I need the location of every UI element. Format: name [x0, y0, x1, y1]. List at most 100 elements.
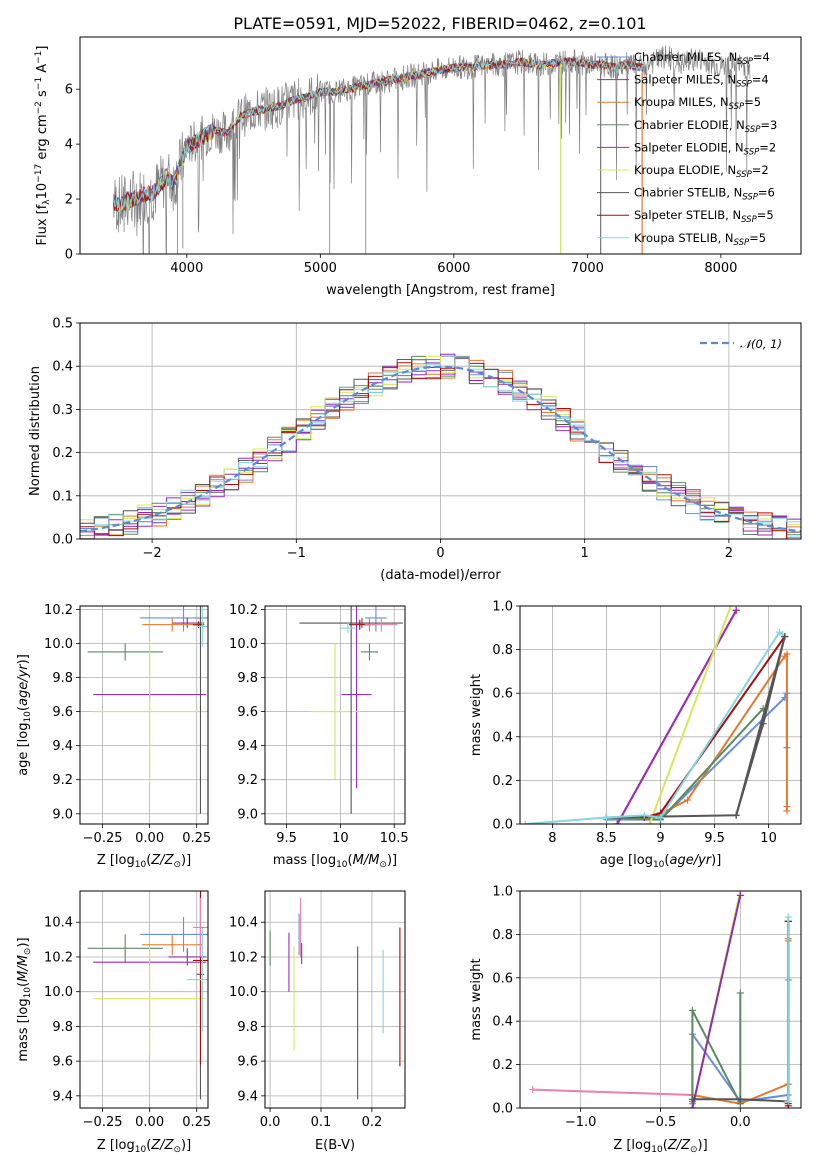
massweight-vs-Z-plot-area — [529, 891, 792, 1108]
x-tick-label: 0.0 — [260, 1115, 281, 1130]
legend-name: Kroupa MILES, N — [634, 95, 729, 109]
legend-label: 𝒩(0, 1) — [740, 337, 782, 351]
label-part: ⊙ — [173, 1145, 181, 1155]
y-tick-label: 9.4 — [237, 739, 258, 754]
age-vs-Z-plot-area — [87, 606, 208, 814]
massweight-vs-Z-panel: −1.0 −0.5 0.0 0.0 0.2 0.4 0.6 0.8 1.0 Z [log10(Z/… — [469, 885, 802, 1155]
legend-count: =2 — [752, 163, 769, 177]
legend-label: Salpeter ELODIE, NSSP=2 — [634, 140, 776, 157]
mass-weight-series — [648, 606, 732, 824]
mass-vs-EBV-plot-area — [269, 897, 401, 1100]
y-tick-label: 0.5 — [52, 317, 73, 332]
y-tick-label: 10.0 — [44, 637, 73, 652]
y-tick-label: 10.2 — [229, 603, 258, 618]
label-part: Z/Z — [150, 1138, 174, 1153]
x-tick-label: 9.5 — [276, 831, 297, 846]
x-tick-label: 8 — [548, 831, 556, 846]
label-part: 10 — [23, 711, 33, 723]
x-tick-label: 0.00 — [135, 1115, 164, 1130]
legend-label: Kroupa ELODIE, NSSP=2 — [634, 163, 769, 180]
y-tick-label: 9.8 — [237, 1020, 258, 1035]
figure-title: PLATE=0591, MJD=52022, FIBERID=0462, z=0… — [233, 14, 646, 33]
legend-count: =5 — [757, 208, 774, 222]
y-tick-label: 9.6 — [237, 1055, 258, 1070]
label-part: 10 — [135, 1145, 147, 1155]
massweight-vs-age-plot-area — [521, 606, 791, 824]
label-part: )] — [181, 853, 191, 868]
y-tick-label: 6 — [65, 83, 73, 98]
model-spectrum — [112, 57, 644, 215]
label-part: ( — [146, 853, 151, 868]
model-spectrum — [112, 56, 644, 213]
x-axis-label: mass [log10(M/M⊙)] — [273, 853, 397, 870]
label-part: )] — [16, 937, 31, 947]
legend-name: Kroupa STELIB, N — [634, 231, 734, 245]
x-tick-label: 10 — [332, 831, 349, 846]
label-part: mass [log — [273, 853, 336, 868]
y-tick-label: 10.0 — [229, 637, 258, 652]
x-tick-label: 0.0 — [730, 1115, 751, 1130]
x-tick-label: 10.5 — [380, 831, 409, 846]
y-tick-label: 9.0 — [52, 807, 73, 822]
label-part: ( — [664, 853, 669, 868]
x-tick-label: 8000 — [704, 261, 737, 276]
x-tick-label: 8.5 — [596, 831, 617, 846]
residuals-panel: −2 −1 0 1 2 0.0 0.1 0.2 0.3 0.4 0.5 𝒩(0, 1) (data-mo… — [28, 317, 802, 583]
x-tick-label: −0.5 — [645, 1115, 677, 1130]
legend-sub: SSP — [744, 147, 760, 157]
y-tick-label: 0.0 — [52, 533, 73, 548]
label-part: )] — [711, 853, 721, 868]
legend-label: Chabrier ELODIE, NSSP=3 — [634, 118, 777, 135]
x-tick-label: 7000 — [571, 261, 604, 276]
histogram-series — [80, 355, 801, 539]
label-part: )] — [387, 853, 397, 868]
axes-frame — [519, 605, 802, 825]
label-part: mass [log — [16, 998, 31, 1061]
model-spectrum — [112, 56, 644, 214]
label-part: age [log — [16, 723, 31, 776]
mass-vs-EBV-panel: 0.0 0.1 0.2 9.4 9.6 9.8 10.0 10.2 10.4 E(B-V) — [229, 890, 406, 1153]
legend-label: Kroupa STELIB, NSSP=5 — [634, 231, 766, 248]
label-part: 10 — [35, 183, 50, 200]
legend-name: Chabrier MILES, N — [634, 50, 737, 64]
x-tick-label: 5000 — [304, 261, 337, 276]
axes-frame — [79, 890, 209, 1109]
x-axis-label: wavelength [Angstrom, rest frame] — [326, 283, 555, 298]
y-tick-label: 10.0 — [229, 985, 258, 1000]
legend-count: =4 — [752, 73, 769, 87]
x-tick-label: 4000 — [170, 261, 203, 276]
x-axis-label: age [log10(age/yr)] — [600, 853, 722, 870]
legend-label: Chabrier MILES, NSSP=4 — [634, 50, 770, 67]
label-part: E(B-V) — [315, 1138, 355, 1153]
label-part: 10 — [336, 860, 348, 870]
x-tick-label: −2 — [143, 546, 162, 561]
label-part: −2 — [34, 101, 44, 114]
legend-sub: SSP — [729, 102, 745, 112]
label-part: ⊙ — [23, 948, 33, 956]
y-tick-label: 0.4 — [492, 1015, 513, 1030]
y-tick-label: 0 — [65, 248, 73, 263]
legend-sub: SSP — [734, 238, 750, 248]
label-part: −17 — [34, 164, 44, 183]
label-part: wavelength [Angstrom, rest frame] — [326, 283, 555, 298]
mass-vs-Z-plot-area — [87, 891, 208, 1100]
y-tick-label: 0.2 — [492, 774, 513, 789]
y-axis-label: Normed distribution — [28, 366, 43, 496]
legend-name: Chabrier STELIB, N — [634, 186, 742, 200]
y-tick-label: 10.2 — [44, 950, 73, 965]
plots-group: 4000 5000 6000 7000 8000 0 2 4 6 Chabrier MILES, … — [16, 36, 802, 1155]
legend-name: Kroupa ELODIE, N — [634, 163, 736, 177]
legend-sub: SSP — [742, 193, 758, 203]
x-tick-label: 0.25 — [182, 831, 211, 846]
label-part: Z [log — [97, 853, 135, 868]
mass-weight-series — [691, 895, 742, 1108]
x-tick-label: 0.1 — [311, 1115, 332, 1130]
label-part: erg cm — [35, 114, 50, 163]
y-tick-label: 10.4 — [229, 916, 258, 931]
label-part: Z/Z — [150, 853, 174, 868]
legend-sub: SSP — [736, 170, 752, 180]
label-part: Z [log — [97, 1138, 135, 1153]
y-axis-label: age [log10(age/yr)] — [16, 654, 33, 776]
x-tick-label: 0.00 — [135, 831, 164, 846]
